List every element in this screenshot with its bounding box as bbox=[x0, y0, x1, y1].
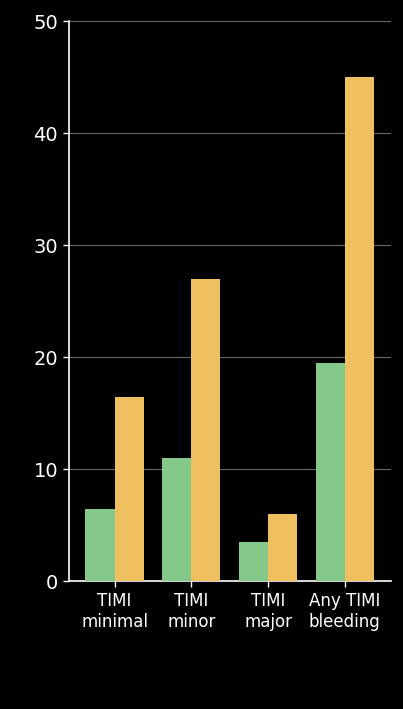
Bar bbox=[316, 363, 345, 581]
Bar bbox=[162, 458, 191, 581]
Bar bbox=[85, 508, 114, 581]
Bar bbox=[239, 542, 268, 581]
Bar bbox=[345, 77, 374, 581]
Bar bbox=[191, 279, 220, 581]
Bar bbox=[114, 396, 144, 581]
Bar bbox=[268, 514, 297, 581]
